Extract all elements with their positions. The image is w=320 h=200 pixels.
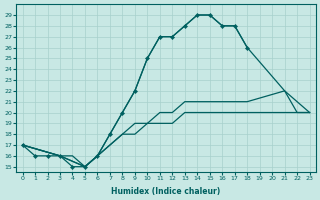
X-axis label: Humidex (Indice chaleur): Humidex (Indice chaleur) xyxy=(111,187,221,196)
